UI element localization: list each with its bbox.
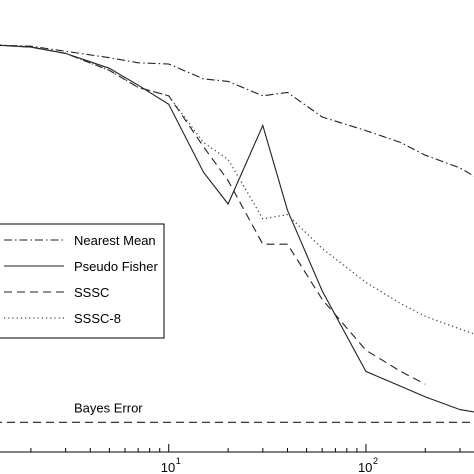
x-tick-exponent: 1 (176, 456, 181, 466)
legend-label: Nearest Mean (74, 233, 156, 248)
x-tick-label-100: 10 2 (358, 456, 378, 474)
legend-label: SSSC-8 (74, 311, 121, 326)
series-sssc-8 (0, 44, 474, 335)
legend-label: SSSC (74, 285, 109, 300)
x-tick-exponent: 2 (373, 456, 378, 466)
x-tick-label-10: 10 1 (161, 456, 181, 474)
legend-box (0, 223, 165, 339)
series-pseudo-fisher (0, 44, 474, 413)
legend-label: Pseudo Fisher (74, 259, 158, 274)
annotation-bayes-error: Bayes Error (74, 400, 143, 415)
series-layer (0, 44, 474, 423)
legend: Nearest Mean Pseudo Fisher SSSC SSSC-8 (0, 223, 165, 339)
x-tick-base: 10 (161, 460, 175, 474)
series-nearest-mean (0, 44, 474, 177)
x-ticks: 10 1 10 2 (30, 444, 461, 474)
x-tick-base: 10 (358, 460, 372, 474)
